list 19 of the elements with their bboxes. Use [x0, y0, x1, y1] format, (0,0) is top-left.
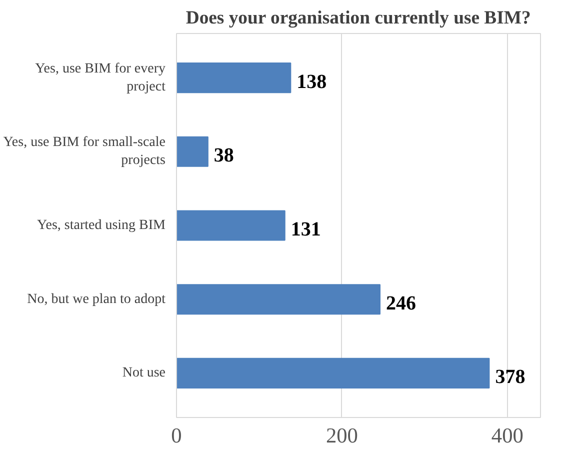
bar: [176, 136, 208, 167]
data-label: 131: [290, 218, 321, 240]
data-label: 138: [296, 70, 327, 93]
y-tick-label: Yes, use BIM for small-scale projects: [3, 135, 166, 168]
data-label: 38: [214, 144, 234, 167]
bar: [176, 62, 292, 94]
y-tick-label: No, but we plan to adopt: [27, 292, 166, 307]
x-tick-label: 200: [326, 424, 358, 448]
y-tick-label: Yes, use BIM for every project: [35, 61, 166, 94]
y-tick-label: Not use: [122, 366, 166, 381]
chart-title: Does your organisation currently use BIM?: [186, 8, 531, 28]
x-tick-label: 400: [491, 424, 524, 448]
bar: [176, 284, 381, 315]
x-tick-label: 0: [171, 424, 182, 448]
data-label: 378: [495, 366, 526, 388]
bar: [176, 210, 286, 241]
bar: [176, 358, 490, 388]
y-tick-label: Yes, started using BIM: [37, 218, 166, 233]
data-label: 246: [386, 292, 416, 314]
